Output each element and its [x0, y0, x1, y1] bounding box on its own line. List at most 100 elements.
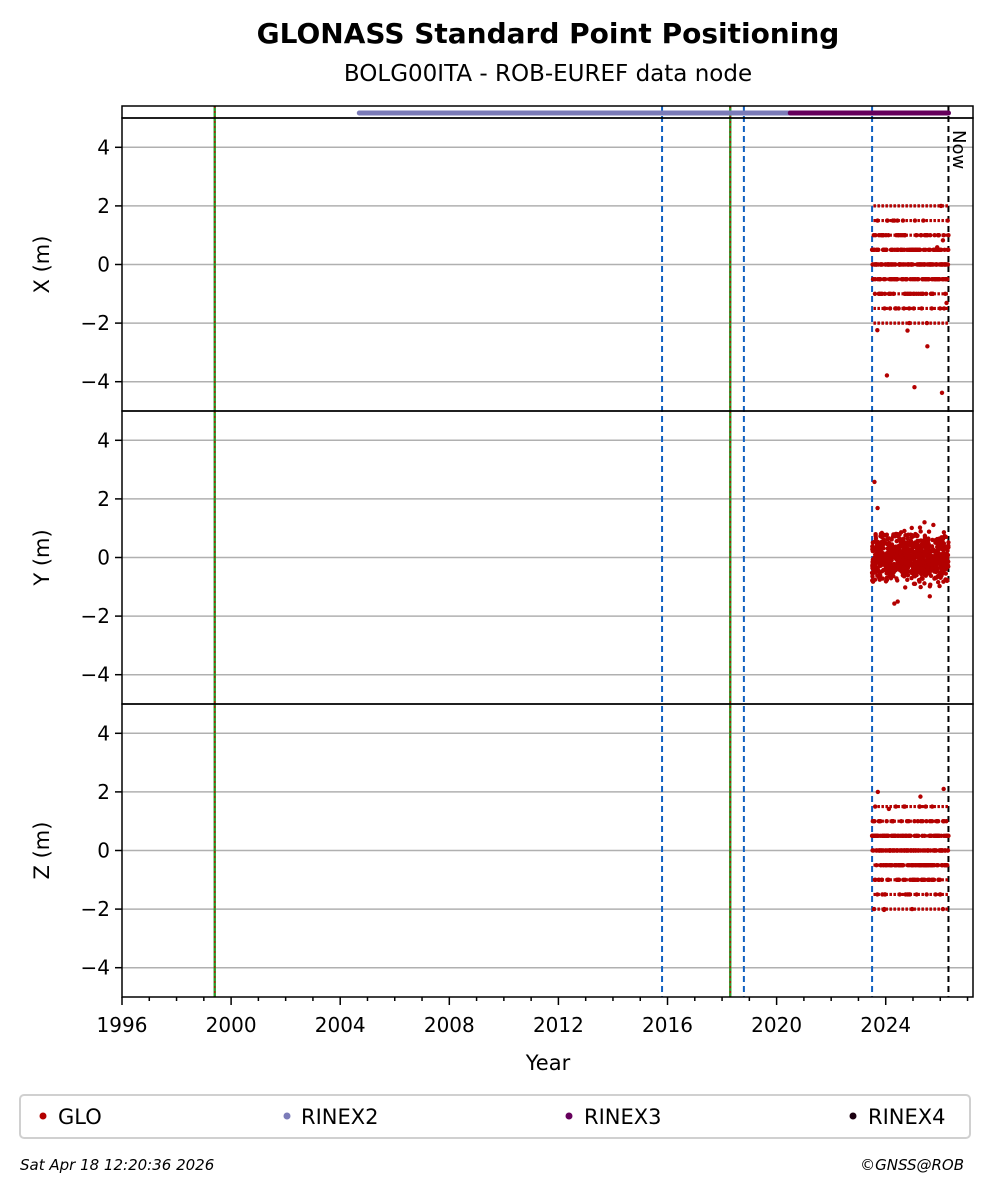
data-point	[899, 560, 904, 565]
y-tick-label: 2	[97, 780, 110, 804]
data-point	[943, 577, 948, 582]
data-point	[937, 583, 942, 589]
data-point	[870, 562, 875, 567]
y-tick-label: 0	[97, 839, 110, 863]
footer-timestamp: Sat Apr 18 12:20:36 2026	[20, 1156, 214, 1174]
data-point	[882, 540, 888, 545]
data-point	[879, 534, 884, 540]
data-point	[898, 538, 903, 544]
data-point	[913, 565, 918, 570]
data-point	[870, 565, 875, 571]
data-point	[933, 540, 938, 545]
data-point	[940, 544, 946, 549]
data-point	[935, 546, 941, 552]
x-axis-label: Year	[525, 1051, 571, 1075]
x-tick-label: 2020	[751, 1013, 802, 1037]
legend-label-rinex2: RINEX2	[301, 1105, 379, 1129]
data-point	[940, 557, 945, 563]
y-tick-label: 0	[97, 546, 110, 570]
data-point	[875, 505, 880, 511]
now-label: Now	[948, 130, 969, 169]
data-point	[926, 571, 932, 576]
data-point	[880, 576, 885, 581]
data-points	[869, 203, 951, 913]
y-tick-label: −2	[81, 311, 110, 335]
data-point	[905, 540, 910, 545]
data-point	[932, 576, 937, 581]
data-point	[880, 550, 886, 556]
data-point	[885, 556, 891, 562]
y-axis-label: Z (m)	[30, 822, 54, 880]
data-point	[884, 532, 890, 537]
data-point	[883, 564, 889, 569]
data-point	[909, 575, 914, 581]
data-point	[912, 574, 918, 579]
panel-frames	[121, 105, 974, 998]
data-point	[870, 547, 875, 552]
legend: GLO RINEX2 RINEX3 RINEX4	[19, 1094, 971, 1139]
data-point	[902, 528, 907, 534]
data-point	[939, 390, 945, 395]
data-point	[881, 555, 886, 561]
data-point	[932, 562, 938, 567]
data-point	[905, 536, 910, 541]
data-point	[884, 373, 890, 378]
data-point	[873, 535, 879, 541]
data-point	[925, 538, 931, 543]
data-point	[899, 554, 904, 559]
data-point	[918, 794, 923, 799]
data-point	[925, 557, 930, 562]
data-point	[919, 575, 924, 581]
data-point	[895, 578, 900, 583]
data-point	[911, 557, 917, 562]
legend-label-rinex3: RINEX3	[584, 1105, 662, 1129]
data-point	[898, 530, 904, 535]
data-point	[919, 566, 925, 571]
y-tick-label: 4	[97, 135, 110, 159]
y-tick-label: −4	[81, 370, 110, 394]
chart-subtitle: BOLG00ITA - ROB-EUREF data node	[344, 61, 752, 87]
axes: −4 −2 0 2 4 X (m) −4 −2 0 2 4 Y (m) −4 −2 0 2 4 Z (m) 1996…	[30, 135, 969, 1037]
data-point	[946, 540, 951, 545]
data-point	[933, 565, 938, 571]
data-point	[913, 542, 918, 548]
data-point	[938, 538, 943, 543]
data-point	[889, 557, 894, 563]
data-point	[884, 571, 889, 576]
data-point	[909, 568, 914, 574]
data-point	[883, 579, 889, 584]
data-point	[901, 574, 907, 579]
data-point	[870, 574, 875, 579]
x-tick-label: 2008	[424, 1013, 475, 1037]
data-point	[892, 601, 897, 606]
data-point	[888, 567, 893, 573]
data-point	[917, 579, 922, 584]
data-point	[910, 561, 916, 566]
data-point	[896, 534, 901, 539]
data-point	[919, 538, 924, 543]
chart-title: GLONASS Standard Point Positioning	[257, 17, 840, 50]
data-point	[909, 525, 914, 531]
data-point	[875, 546, 881, 551]
grid-layer	[122, 146, 973, 969]
series-z	[869, 786, 951, 913]
x-tick-label: 2016	[642, 1013, 693, 1037]
y-tick-label: 2	[97, 487, 110, 511]
data-point	[910, 544, 915, 549]
data-point	[872, 539, 878, 544]
data-point	[926, 542, 931, 548]
x-tick-label: 2000	[206, 1013, 257, 1037]
data-point	[940, 554, 946, 560]
data-point	[922, 553, 928, 558]
data-point	[887, 549, 892, 554]
data-point	[921, 543, 927, 548]
data-point	[901, 536, 906, 541]
data-point	[915, 533, 920, 538]
data-point	[875, 565, 881, 570]
data-point	[912, 385, 917, 390]
event-lines	[213, 106, 950, 997]
legend-marker-glo	[39, 1112, 47, 1120]
data-point	[903, 585, 908, 590]
data-point	[913, 552, 918, 557]
